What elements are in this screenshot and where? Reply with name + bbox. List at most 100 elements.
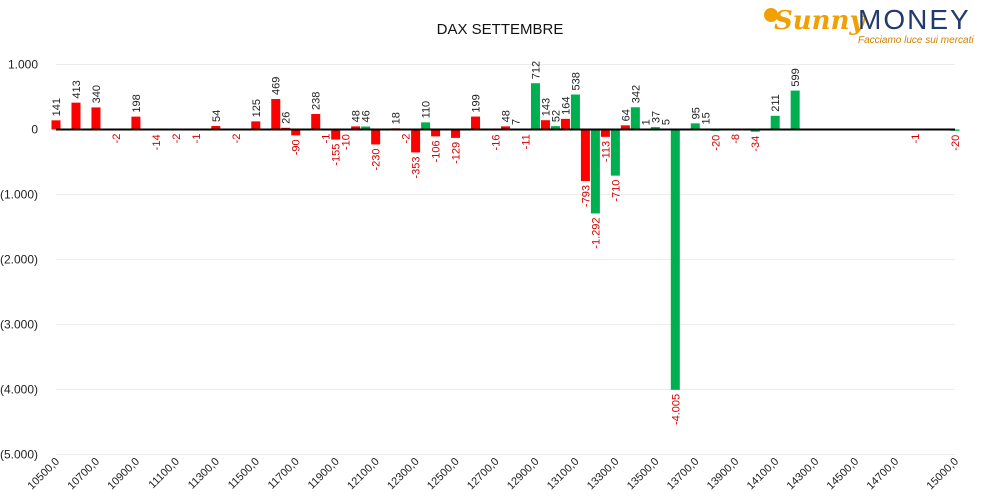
y-axis-ticks: 1.000 0 (1.000) (2.000) (3.000) (4.000) (5.000… (0, 58, 38, 462)
x-tick-label: 13100,0 (545, 456, 582, 493)
data-label: -11 (520, 134, 532, 149)
data-label: 469 (271, 77, 283, 95)
data-label: 599 (790, 68, 802, 86)
x-tick-label: 10700,0 (65, 456, 102, 493)
x-tick-label: 13500,0 (625, 456, 662, 493)
data-label: -1 (321, 134, 333, 144)
chart-title: DAX SETTEMBRE (437, 21, 564, 38)
x-tick-label: 15000,0 (925, 456, 962, 493)
bar (501, 126, 510, 130)
data-label: -90 (291, 139, 303, 155)
x-tick-label: 14500,0 (825, 456, 862, 493)
data-label: 198 (131, 94, 143, 112)
data-label: 64 (620, 109, 632, 121)
data-label: -2 (171, 134, 183, 144)
data-label: -1 (910, 134, 922, 144)
bar (51, 120, 61, 130)
data-label: 46 (361, 110, 373, 122)
data-label: -106 (431, 140, 443, 162)
data-label: 164 (560, 96, 572, 114)
data-labels: 141 413 340 -2 198 -14 -2 -1 54 -2 125 469 26 -90 238 -… (51, 61, 962, 425)
x-tick-label: 11900,0 (306, 456, 342, 492)
data-label: 238 (311, 92, 323, 110)
x-tick-label: 11700,0 (266, 456, 302, 492)
data-label: 15 (700, 112, 712, 124)
bar (431, 129, 441, 137)
data-label: 37 (650, 111, 662, 123)
sun-icon (764, 8, 778, 22)
data-label: 95 (690, 107, 702, 119)
bar (291, 129, 301, 136)
logo-brand-right: MONEY (858, 4, 971, 35)
data-label: -20 (950, 135, 962, 151)
data-label: -10 (341, 134, 353, 150)
y-tick-label: 1.000 (8, 58, 38, 72)
bar (251, 121, 261, 130)
data-label: -2 (231, 134, 243, 144)
bar (71, 102, 81, 130)
x-tick-label: 13700,0 (665, 456, 702, 493)
data-label: 54 (211, 110, 223, 122)
data-label: -16 (491, 135, 503, 151)
bar (530, 83, 540, 130)
bar (770, 115, 780, 130)
bar (351, 126, 361, 130)
bar (311, 114, 321, 130)
bar (650, 127, 660, 130)
bar (211, 125, 221, 130)
data-label: 52 (550, 110, 562, 122)
data-label: -1.292 (590, 217, 602, 248)
data-label: 340 (91, 85, 103, 103)
data-label: 1 (640, 119, 652, 125)
bar (331, 129, 341, 140)
data-label: 48 (351, 110, 363, 122)
data-label: 712 (530, 61, 542, 79)
x-tick-label: 13900,0 (705, 456, 742, 493)
data-label: -34 (750, 136, 762, 152)
data-label: 18 (391, 112, 403, 124)
data-label: 110 (421, 101, 433, 119)
data-label: -113 (600, 141, 612, 162)
data-label: -14 (151, 134, 163, 150)
logo-brand-left: Sunny (774, 6, 865, 36)
x-tick-label: 12100,0 (345, 456, 382, 493)
data-label: -353 (411, 156, 423, 178)
data-label: -2 (401, 134, 413, 144)
data-label: -20 (710, 135, 722, 151)
x-axis-ticks: 10500,0 10700,0 10900,0 11100,0 11300,0 11500… (26, 456, 962, 493)
data-label: 125 (251, 99, 263, 117)
data-label: 413 (71, 80, 83, 98)
x-tick-label: 11100,0 (147, 456, 182, 491)
y-tick-label: (4.000) (0, 383, 38, 397)
data-label: 143 (540, 98, 552, 116)
x-tick-label: 14300,0 (785, 456, 822, 493)
bar (570, 94, 580, 130)
data-label: -8 (730, 134, 742, 144)
data-label: 7 (510, 119, 522, 125)
bar (451, 129, 461, 138)
data-label: 538 (570, 72, 582, 90)
y-tick-label: (2.000) (0, 253, 38, 267)
bar (271, 99, 281, 130)
bar (670, 129, 680, 390)
bars-group (51, 83, 960, 390)
x-tick-label: 11500,0 (226, 456, 262, 492)
x-tick-label: 14100,0 (745, 456, 782, 493)
data-label: -710 (610, 180, 622, 202)
logo-tagline: Facciamo luce sui mercati (858, 35, 974, 46)
x-tick-label: 12900,0 (505, 456, 542, 493)
bar (540, 120, 550, 130)
bar (411, 129, 421, 153)
y-tick-label: 0 (31, 123, 38, 137)
x-tick-label: 12700,0 (465, 456, 502, 493)
x-tick-label: 14700,0 (865, 456, 902, 493)
data-label: -1 (191, 134, 203, 144)
bar (630, 107, 640, 130)
data-label: -793 (580, 185, 592, 207)
data-label: 5 (660, 119, 672, 125)
bar (690, 123, 700, 130)
data-label: -129 (451, 142, 463, 164)
x-tick-label: 12300,0 (385, 456, 422, 493)
bar (590, 129, 600, 214)
